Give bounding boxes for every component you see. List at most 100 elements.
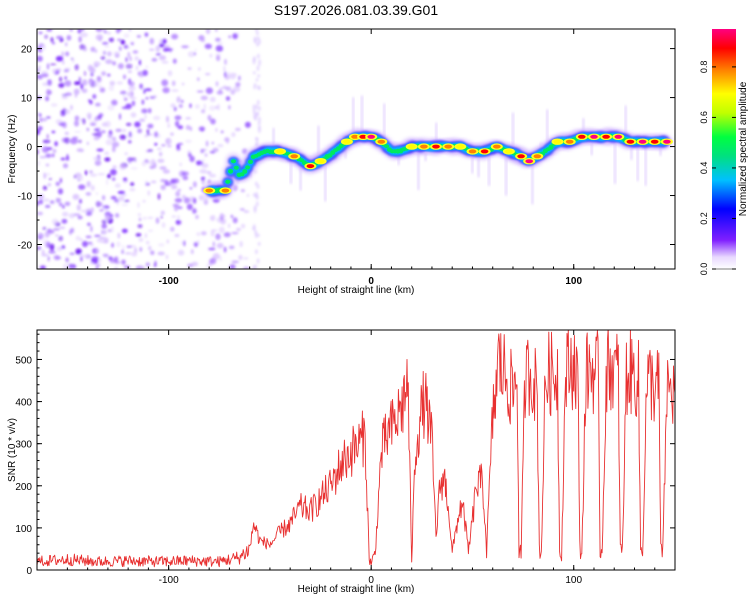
noise-speckle: [212, 241, 215, 248]
ridge-blob: [225, 179, 231, 184]
noise-speckle: [171, 89, 179, 92]
noise-speckle: [91, 133, 96, 136]
noise-speckle: [122, 129, 127, 133]
noise-speckle: [47, 183, 52, 187]
noise-speckle: [86, 180, 91, 188]
noise-speckle: [194, 104, 200, 109]
noise-speckle: [187, 67, 192, 70]
noise-speckle: [166, 115, 169, 123]
snr-x-tick-label: -100: [159, 575, 179, 586]
noise-speckle: [200, 231, 207, 236]
colorbar-tick-label: 0.0: [699, 263, 709, 276]
noise-speckle: [64, 137, 70, 144]
noise-speckle: [157, 158, 165, 163]
noise-speckle: [126, 122, 132, 126]
noise-speckle: [103, 229, 107, 235]
noise-speckle: [90, 207, 94, 213]
noise-speckle: [72, 193, 80, 200]
noise-speckle: [155, 217, 160, 224]
noise-speckle: [104, 214, 112, 221]
colorbar-label: Normalized spectral amplitude: [738, 81, 749, 216]
noise-speckle: [246, 193, 250, 198]
noise-speckle: [39, 265, 46, 269]
noise-speckle: [173, 204, 179, 212]
snr-x-tick-label: 0: [368, 575, 374, 586]
noise-speckle: [188, 152, 192, 158]
noise-speckle: [86, 127, 89, 132]
noise-speckle: [123, 199, 130, 203]
noise-speckle: [175, 191, 181, 197]
noise-speckle: [112, 61, 116, 66]
noise-speckle: [202, 178, 206, 186]
noise-speckle: [253, 83, 257, 87]
spectral-streak: [272, 128, 275, 152]
noise-speckle: [90, 225, 93, 233]
noise-speckle: [47, 229, 55, 234]
noise-speckle: [63, 69, 70, 73]
noise-speckle: [134, 56, 139, 61]
noise-speckle: [138, 217, 142, 222]
noise-speckle: [65, 257, 69, 263]
noise-speckle: [94, 116, 99, 122]
snr-y-tick-label: 400: [15, 398, 32, 409]
noise-speckle: [210, 230, 215, 237]
noise-speckle: [193, 197, 197, 204]
noise-speckle: [234, 127, 241, 132]
noise-speckle: [116, 81, 123, 85]
noise-speckle: [60, 113, 66, 117]
noise-speckle: [43, 198, 50, 202]
noise-speckle: [94, 234, 101, 238]
spectral-streak: [487, 149, 491, 186]
noise-speckle: [158, 55, 167, 61]
noise-speckle: [224, 58, 227, 65]
spectrogram-y-tick-label: 20: [21, 45, 33, 56]
noise-speckle: [37, 194, 45, 199]
noise-speckle: [216, 90, 224, 95]
noise-speckle: [47, 256, 50, 262]
noise-speckle: [231, 232, 239, 235]
noise-speckle: [96, 148, 104, 152]
ridge-peak: [493, 144, 501, 149]
noise-speckle: [137, 202, 140, 209]
noise-speckle: [160, 179, 166, 183]
noise-speckle: [59, 247, 62, 250]
noise-speckle: [148, 246, 152, 251]
noise-speckle: [145, 182, 151, 186]
noise-speckle: [121, 249, 124, 255]
spectral-streak: [383, 103, 386, 145]
noise-speckle: [256, 184, 260, 190]
noise-speckle: [95, 265, 99, 269]
noise-speckle: [61, 218, 68, 224]
noise-speckle: [181, 240, 184, 246]
noise-speckle: [79, 148, 85, 153]
noise-speckle: [161, 79, 169, 87]
ridge-blob: [245, 165, 251, 170]
noise-speckle: [110, 195, 117, 200]
ridge-peak: [432, 144, 440, 149]
noise-speckle: [254, 249, 258, 255]
noise-speckle: [123, 74, 126, 80]
noise-speckle: [147, 123, 154, 129]
ridge-blob: [228, 169, 234, 174]
noise-speckle: [105, 178, 109, 186]
noise-speckle: [193, 52, 196, 56]
noise-speckle: [170, 226, 175, 232]
noise-speckle: [122, 244, 125, 251]
noise-speckle: [99, 209, 104, 212]
noise-speckle: [70, 104, 73, 111]
noise-speckle: [61, 245, 65, 249]
noise-speckle: [55, 55, 64, 62]
noise-speckle: [64, 76, 67, 80]
ridge-peak: [468, 149, 477, 154]
noise-speckle: [208, 247, 216, 251]
noise-speckle: [177, 215, 180, 220]
noise-speckle: [258, 59, 262, 67]
noise-speckle: [62, 204, 65, 209]
noise-speckle: [111, 99, 118, 106]
noise-speckle: [241, 223, 246, 229]
noise-speckle: [256, 53, 260, 59]
noise-speckle: [161, 144, 166, 147]
noise-speckle: [131, 100, 136, 107]
noise-speckle: [93, 61, 101, 66]
